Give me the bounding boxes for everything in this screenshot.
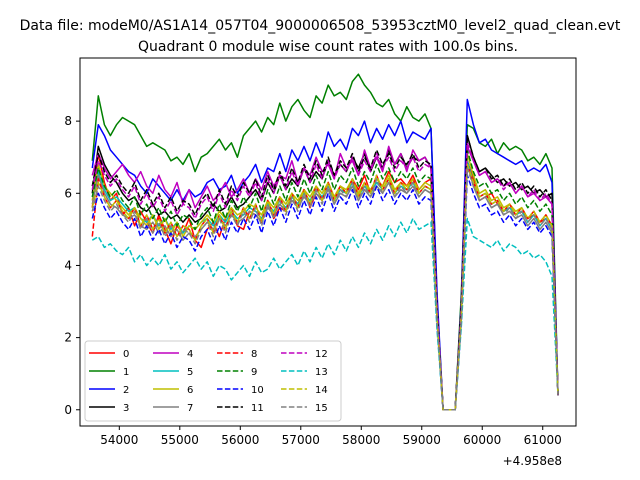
x-tick-label: 59000 (403, 433, 441, 447)
legend-label-10: 10 (251, 385, 264, 396)
y-tick-label: 0 (64, 403, 72, 417)
series-line-14 (91, 163, 559, 411)
x-tick-label: 54000 (100, 433, 138, 447)
series-line-11 (91, 134, 559, 411)
series-line-6 (91, 152, 559, 411)
y-tick-label: 4 (64, 258, 72, 272)
series-line-1 (91, 73, 559, 411)
legend-label-13: 13 (315, 367, 328, 378)
legend-label-2: 2 (123, 385, 129, 396)
legend-label-14: 14 (315, 385, 328, 396)
x-tick-label: 56000 (221, 433, 259, 447)
legend-label-15: 15 (315, 403, 328, 414)
legend-label-3: 3 (123, 403, 129, 414)
legend-label-0: 0 (123, 349, 129, 360)
legend-label-12: 12 (315, 349, 328, 360)
plot-frame (79, 57, 577, 427)
x-tick-label: 61000 (524, 433, 562, 447)
series-line-10 (91, 174, 559, 411)
chart-title: Quadrant 0 module wise count rates with … (138, 39, 518, 55)
x-offset-label: +4.958e8 (503, 454, 562, 468)
legend-label-9: 9 (251, 367, 257, 378)
legend-frame (84, 340, 342, 422)
legend-label-1: 1 (123, 367, 129, 378)
y-axis: 0 2 4 6 8 (64, 114, 80, 417)
series-layer (91, 73, 559, 411)
legend-label-7: 7 (187, 403, 193, 414)
x-tick-label: 55000 (161, 433, 199, 447)
y-tick-label: 2 (64, 331, 72, 345)
legend-label-4: 4 (187, 349, 193, 360)
series-line-13 (91, 217, 559, 411)
series-line-9 (91, 149, 559, 411)
series-line-15 (91, 167, 559, 411)
legend-label-8: 8 (251, 349, 257, 360)
y-tick-label: 6 (64, 186, 72, 200)
legend-label-6: 6 (187, 385, 193, 396)
y-tick-label: 8 (64, 114, 72, 128)
x-tick-label: 58000 (342, 433, 380, 447)
legend-label-11: 11 (251, 403, 264, 414)
series-line-12 (91, 142, 559, 411)
figure-suptitle: Data file: modeM0/AS1A14_057T04_90000065… (20, 18, 621, 34)
x-tick-label: 60000 (463, 433, 501, 447)
x-tick-label: 57000 (282, 433, 320, 447)
legend-label-5: 5 (187, 367, 193, 378)
x-axis: 54000 55000 56000 57000 58000 59000 60000 61000 (100, 426, 562, 447)
